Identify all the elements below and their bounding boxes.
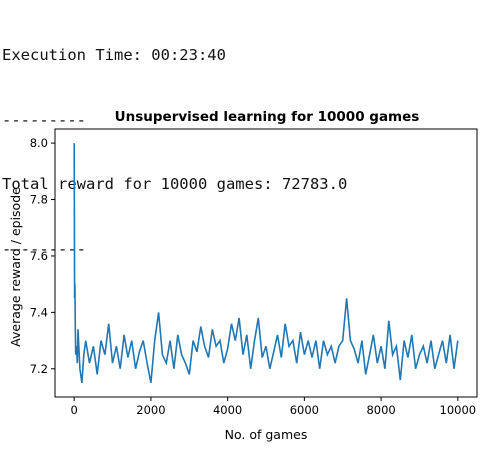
x-tick-label: 4000 bbox=[213, 403, 242, 417]
total-reward-line: Total reward for 10000 games: 72783.0 bbox=[2, 175, 348, 193]
series-line bbox=[73, 143, 459, 384]
execution-time-line: Execution Time: 00:23:40 bbox=[2, 46, 226, 64]
separator-line: --------- bbox=[2, 110, 86, 129]
y-ticks: 7.2 7.4 7.6 7.8 8.0 bbox=[30, 136, 55, 376]
x-tick-label: 6000 bbox=[290, 403, 319, 417]
x-tick-label: 8000 bbox=[366, 403, 395, 417]
line-chart: Unsupervised learning for 10000 games No… bbox=[8, 109, 478, 442]
console-output: Execution Time: 00:23:40 --------- Total… bbox=[2, 2, 347, 282]
x-tick-label: 2000 bbox=[136, 403, 165, 417]
y-tick-label: 7.4 bbox=[30, 305, 48, 319]
y-tick-label: 7.8 bbox=[30, 193, 48, 207]
y-tick-label: 7.6 bbox=[30, 249, 48, 263]
x-axis-label: No. of games bbox=[225, 427, 308, 442]
x-tick-label: 10000 bbox=[440, 403, 477, 417]
plot-frame bbox=[54, 128, 478, 398]
separator-line: --------- bbox=[2, 239, 86, 258]
chart-title: Unsupervised learning for 10000 games bbox=[115, 109, 420, 125]
y-axis-label: Average reward / episode bbox=[8, 187, 23, 347]
x-tick-label: 0 bbox=[71, 403, 78, 417]
x-ticks: 0 2000 4000 6000 8000 10000 bbox=[71, 397, 477, 417]
y-tick-label: 7.2 bbox=[30, 362, 48, 376]
y-tick-label: 8.0 bbox=[30, 136, 48, 150]
